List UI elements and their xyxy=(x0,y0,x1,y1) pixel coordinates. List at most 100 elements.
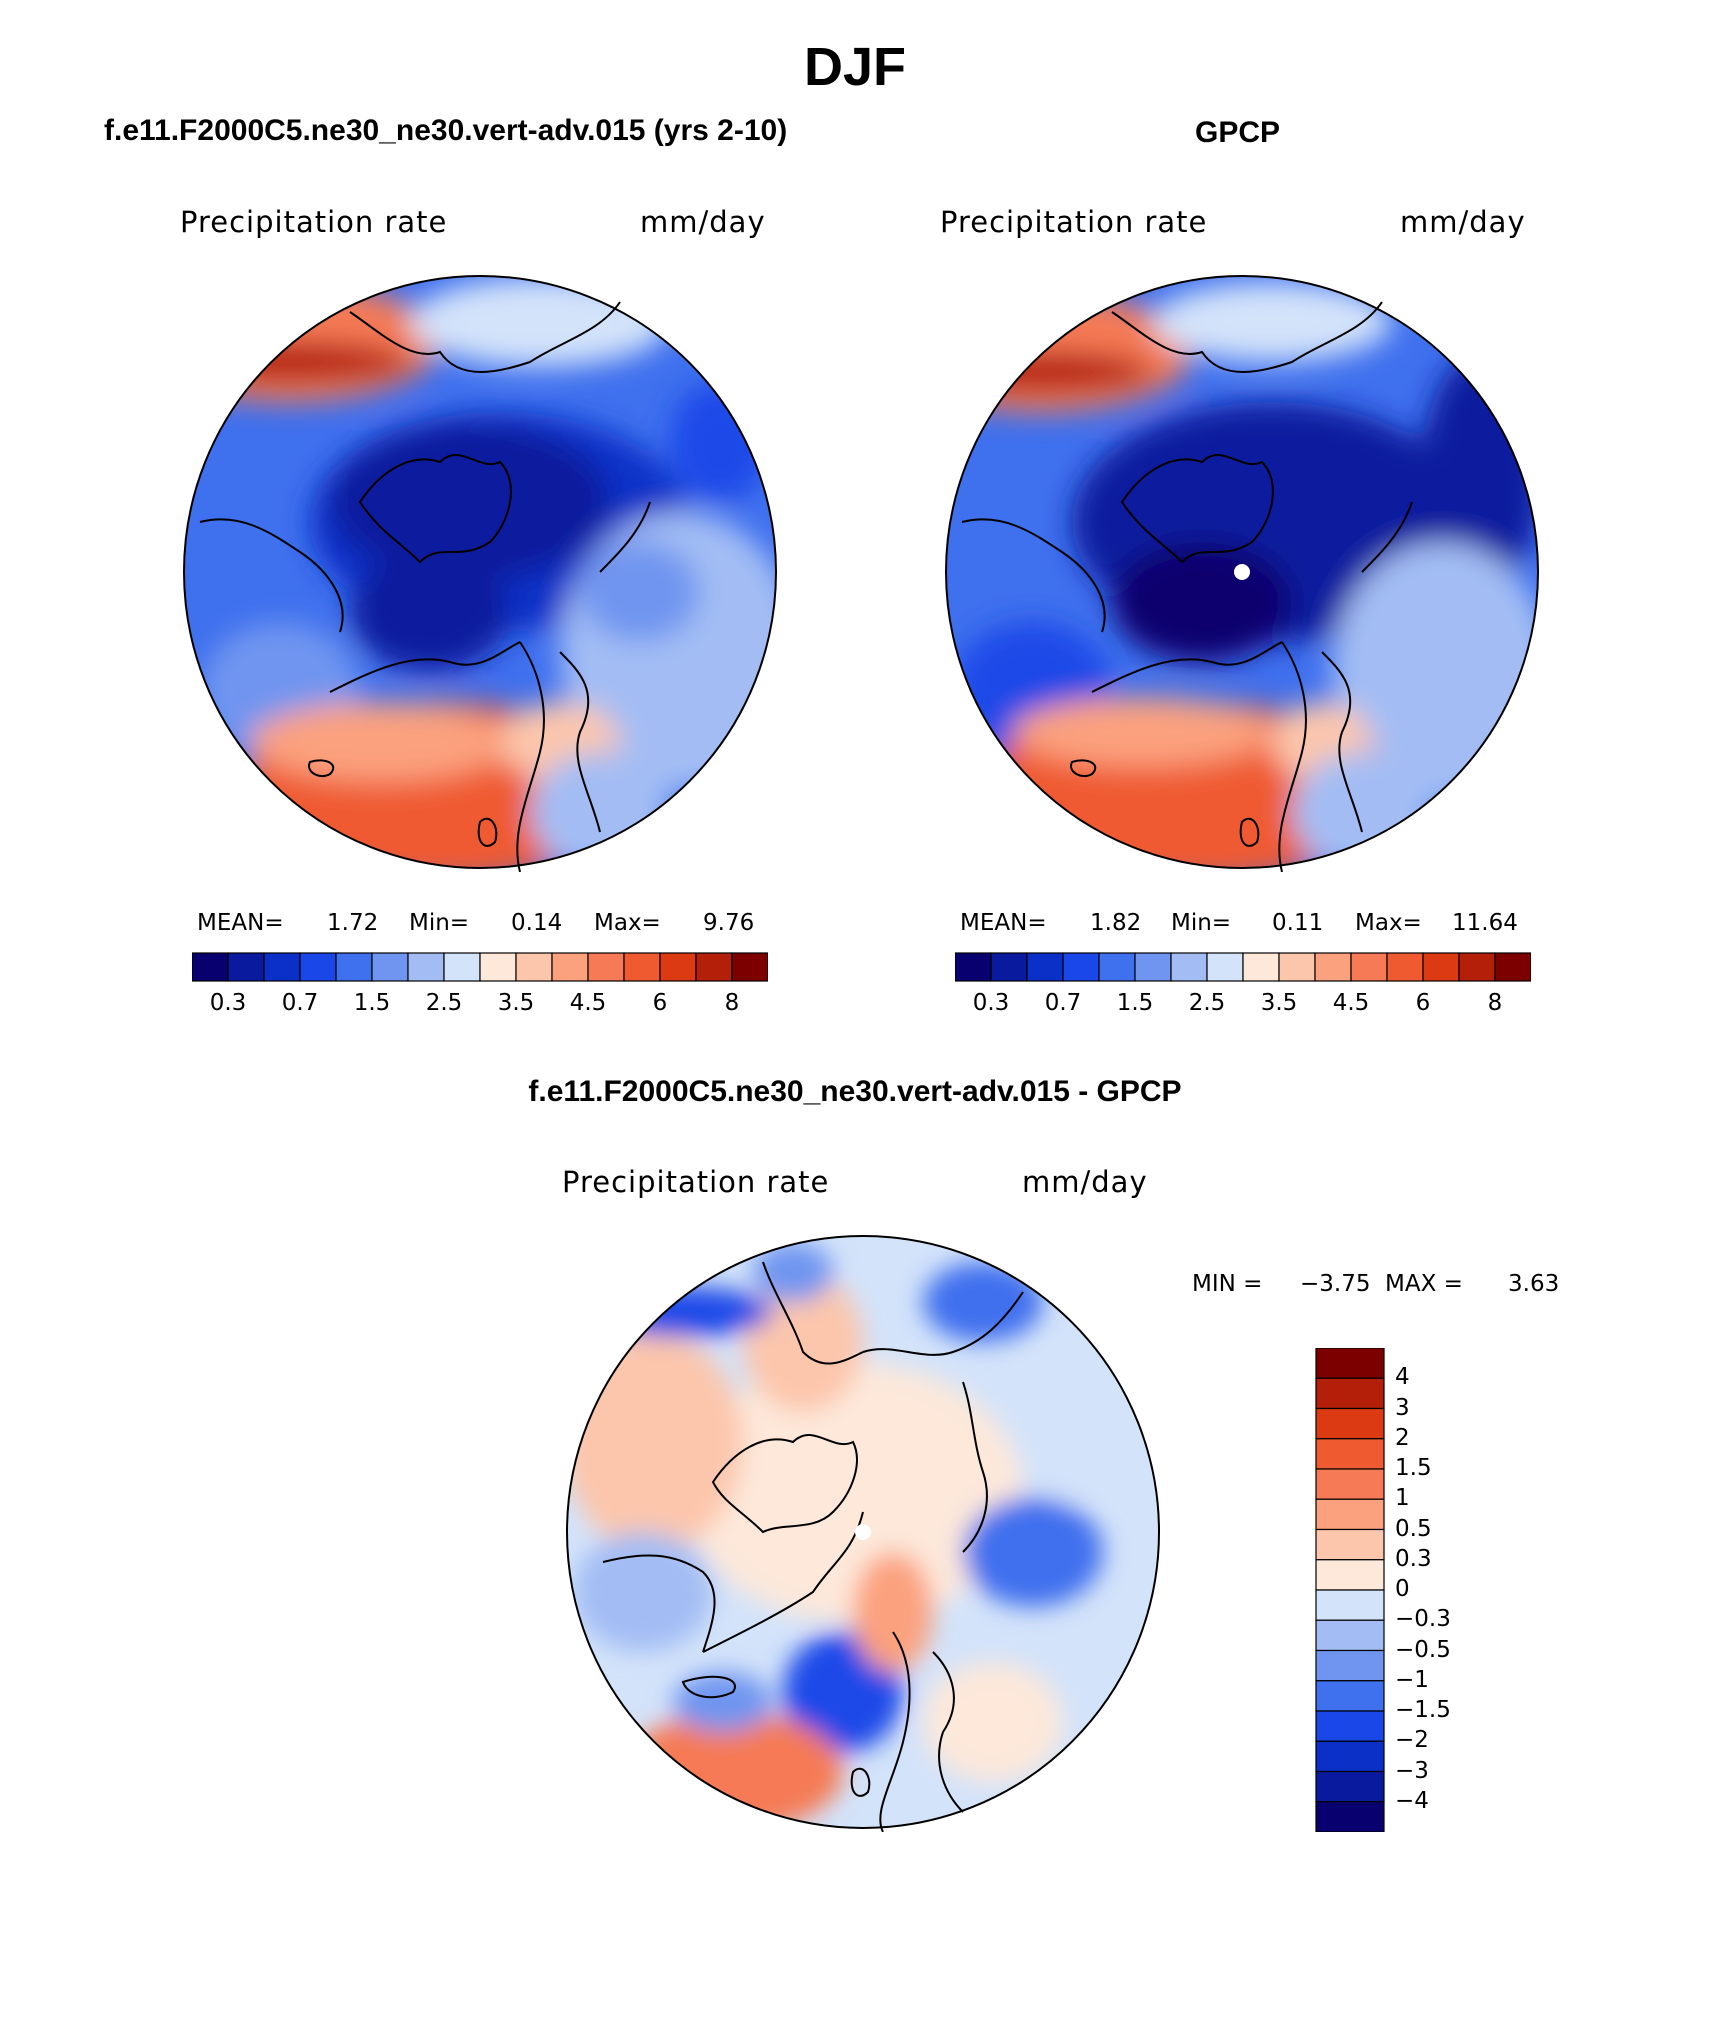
obs-mean-value: 1.82 xyxy=(1090,910,1142,936)
diff-colorbar-box xyxy=(1315,1438,1385,1470)
diff-colorbar xyxy=(1315,1348,1385,1832)
model-max-value: 9.76 xyxy=(703,910,755,936)
model-colorbar-box xyxy=(695,952,733,982)
diff-colorbar-tick-label: 2 xyxy=(1395,1424,1410,1451)
model-colorbar-box xyxy=(192,952,229,982)
obs-colorbar-box xyxy=(1170,952,1208,982)
model-polar-map xyxy=(183,275,777,872)
obs-map-border xyxy=(945,275,1539,869)
diff-colorbar-tick-label: 4 xyxy=(1395,1364,1410,1391)
diff-colorbar-tick-label: 0.3 xyxy=(1395,1545,1432,1572)
obs-colorbar-box xyxy=(1062,952,1100,982)
diff-max-value: 3.63 xyxy=(1508,1271,1560,1297)
model-panel-title: f.e11.F2000C5.ne30_ne30.vert-adv.015 (yr… xyxy=(104,114,788,147)
obs-colorbar-box xyxy=(1386,952,1424,982)
model-colorbar-box xyxy=(731,952,768,982)
model-mean-label: MEAN= xyxy=(197,910,284,936)
model-colorbar-box xyxy=(299,952,337,982)
obs-colorbar-box xyxy=(1242,952,1280,982)
obs-max-label: Max= xyxy=(1355,910,1422,936)
obs-colorbar-tick-label: 8 xyxy=(1487,990,1503,1016)
diff-variable-label: Precipitation rate xyxy=(562,1165,830,1199)
diff-colorbar-box xyxy=(1315,1801,1385,1832)
model-colorbar-box xyxy=(551,952,589,982)
obs-min-label: Min= xyxy=(1171,910,1232,936)
diff-colorbar-tick-label: 1.5 xyxy=(1395,1455,1432,1481)
model-mean-value: 1.72 xyxy=(327,910,379,936)
model-colorbar-box xyxy=(659,952,697,982)
diff-panel-title: f.e11.F2000C5.ne30_ne30.vert-adv.015 - G… xyxy=(528,1075,1182,1108)
model-colorbar-box xyxy=(623,952,661,982)
obs-max-value: 11.64 xyxy=(1452,910,1518,936)
diff-colorbar-box xyxy=(1315,1589,1385,1621)
obs-colorbar-box xyxy=(955,952,992,982)
diff-colorbar-box xyxy=(1315,1468,1385,1500)
model-colorbar-box xyxy=(407,952,445,982)
obs-min-value: 0.11 xyxy=(1272,910,1324,936)
diff-colorbar-box xyxy=(1315,1528,1385,1561)
diff-coastlines xyxy=(602,1261,1024,1832)
model-max-label: Max= xyxy=(594,910,661,936)
diff-colorbar-tick-label: −0.3 xyxy=(1395,1606,1451,1633)
diff-map-border xyxy=(566,1235,1160,1829)
model-colorbar-tick-label: 8 xyxy=(724,990,740,1016)
model-colorbar-box xyxy=(587,952,625,982)
obs-variable-label: Precipitation rate xyxy=(940,205,1208,239)
model-min-value: 0.14 xyxy=(511,910,563,936)
diff-colorbar-box xyxy=(1315,1710,1385,1742)
obs-panel-title: GPCP xyxy=(1195,116,1281,149)
obs-colorbar-box xyxy=(1134,952,1172,982)
obs-colorbar-tick-label: 0.3 xyxy=(972,990,1010,1016)
obs-colorbar-tick-label: 2.5 xyxy=(1188,990,1226,1016)
obs-mean-label: MEAN= xyxy=(960,910,1047,936)
figure-title: DJF xyxy=(803,37,906,97)
model-colorbar-box xyxy=(515,952,553,982)
diff-colorbar-box xyxy=(1315,1619,1385,1652)
obs-coastlines xyxy=(961,301,1413,872)
model-colorbar-box xyxy=(443,952,481,982)
diff-colorbar-box xyxy=(1315,1377,1385,1410)
diff-polar-map xyxy=(566,1235,1160,1832)
diff-colorbar-tick-label: −2 xyxy=(1395,1727,1429,1754)
obs-colorbar-tick-label: 3.5 xyxy=(1260,990,1298,1016)
obs-colorbar-box xyxy=(1314,952,1352,982)
diff-colorbar-tick-label: −3 xyxy=(1395,1757,1429,1784)
diff-max-label: MAX = xyxy=(1385,1271,1463,1297)
obs-colorbar-box xyxy=(1026,952,1064,982)
model-units-label: mm/day xyxy=(640,205,766,239)
model-colorbar-tick-label: 3.5 xyxy=(497,990,535,1016)
obs-colorbar-tick-label: 1.5 xyxy=(1116,990,1154,1016)
diff-colorbar-box xyxy=(1315,1407,1385,1440)
obs-colorbar-box xyxy=(1206,952,1244,982)
obs-colorbar-box xyxy=(1350,952,1388,982)
model-colorbar-tick-label: 2.5 xyxy=(425,990,463,1016)
model-colorbar-box xyxy=(227,952,265,982)
diff-units-label: mm/day xyxy=(1022,1165,1148,1199)
model-variable-label: Precipitation rate xyxy=(180,205,448,239)
model-colorbar-box xyxy=(371,952,409,982)
diff-pole-marker xyxy=(855,1524,871,1540)
model-colorbar-tick-label: 1.5 xyxy=(353,990,391,1016)
obs-colorbar-tick-label: 4.5 xyxy=(1332,990,1370,1016)
model-colorbar-tick-label: 0.3 xyxy=(209,990,247,1016)
diff-min-value: −3.75 xyxy=(1300,1271,1371,1297)
obs-colorbar-box xyxy=(1278,952,1316,982)
diff-colorbar-box xyxy=(1315,1680,1385,1712)
diff-colorbar-tick-label: −1 xyxy=(1395,1666,1429,1693)
diff-precip-field xyxy=(567,1236,1159,1828)
model-min-label: Min= xyxy=(409,910,470,936)
diff-colorbar-tick-label: 0.5 xyxy=(1395,1515,1432,1542)
obs-colorbar xyxy=(955,952,1531,982)
diff-colorbar-tick-label: 3 xyxy=(1395,1394,1410,1421)
model-colorbar-box xyxy=(263,952,301,982)
diff-colorbar-tick-label: 1 xyxy=(1395,1485,1410,1512)
diff-colorbar-box xyxy=(1315,1770,1385,1803)
obs-colorbar-box xyxy=(990,952,1028,982)
obs-units-label: mm/day xyxy=(1400,205,1526,239)
diff-colorbar-box xyxy=(1315,1348,1385,1379)
obs-colorbar-box xyxy=(1458,952,1496,982)
obs-colorbar-tick-label: 6 xyxy=(1415,990,1431,1016)
model-colorbar-box xyxy=(479,952,517,982)
diff-colorbar-box xyxy=(1315,1649,1385,1682)
obs-colorbar-box xyxy=(1494,952,1531,982)
